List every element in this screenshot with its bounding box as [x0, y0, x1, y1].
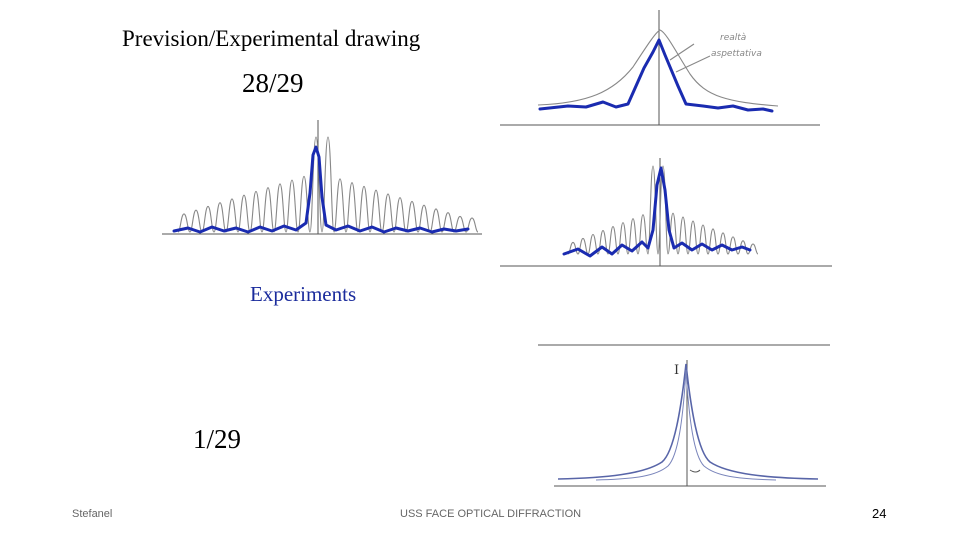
peak-graph: I	[538, 344, 830, 487]
slide-title: Prevision/Experimental drawing	[122, 26, 421, 51]
multi-fringe-sketch	[162, 120, 482, 235]
annotation-expectation: aspettativa	[711, 49, 762, 59]
experimental-curve	[562, 166, 752, 258]
experimental-curve	[538, 38, 774, 113]
experimental-curve	[172, 145, 470, 234]
prediction-curve	[177, 136, 479, 233]
annotation-arrow	[669, 43, 695, 61]
multi-fringe-sketch-2	[500, 158, 832, 267]
single-slit-sketch: realtà aspettativa	[500, 10, 820, 126]
experimental-curve-inner	[595, 369, 777, 481]
annotation-reality: realtà	[720, 33, 746, 43]
y-axis-label: I	[674, 363, 679, 378]
ratio-top: 28/29	[242, 68, 304, 98]
prediction-curve	[537, 29, 779, 107]
x-tick	[689, 469, 701, 473]
page-number: 24	[872, 506, 887, 521]
experiments-label: Experiments	[250, 282, 357, 306]
footer-course: USS FACE OPTICAL DIFFRACTION	[400, 508, 582, 520]
footer-author: Stefanel	[72, 508, 113, 520]
experimental-curve	[557, 363, 819, 480]
annotation-arrow	[675, 55, 711, 73]
ratio-bottom: 1/29	[193, 424, 242, 454]
